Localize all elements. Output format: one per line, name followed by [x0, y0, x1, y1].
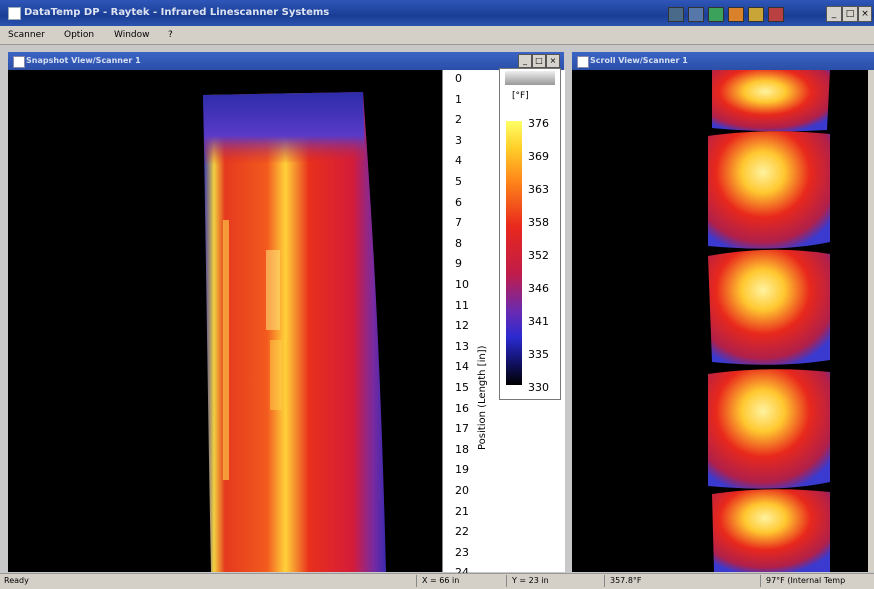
- position-tick-label: 6: [455, 195, 462, 209]
- position-tick-label: 10: [455, 278, 469, 291]
- color-scale-tick: 352: [528, 249, 549, 262]
- position-tick-label: 15: [455, 381, 469, 394]
- snapshot-view-icon: [13, 56, 25, 68]
- menu-window[interactable]: Window: [114, 30, 150, 40]
- position-tick-label: 3: [455, 133, 462, 147]
- title-bar: DataTemp DP - Raytek - Infrared Linescan…: [0, 0, 874, 26]
- maximize-button[interactable]: □: [842, 6, 858, 22]
- color-scale-tick: 330: [528, 381, 549, 394]
- color-scale-tick: 363: [528, 183, 549, 196]
- menu-help[interactable]: ?: [168, 30, 173, 40]
- menu-scanner[interactable]: Scanner: [8, 30, 45, 40]
- color-scale: [°F] 376 369 363 358 352 346 341 335 330: [499, 68, 561, 400]
- status-separator: [416, 575, 417, 587]
- position-tick-label: 0: [455, 72, 462, 85]
- snapshot-close-button[interactable]: ×: [546, 54, 560, 68]
- snapshot-view-title: Snapshot View/Scanner 1: [26, 56, 141, 65]
- color-scale-tick: 335: [528, 348, 549, 361]
- scroll-view-icon: [577, 56, 589, 68]
- color-scale-tick: 358: [528, 216, 549, 229]
- app-title: DataTemp DP - Raytek - Infrared Linescan…: [24, 7, 330, 18]
- scroll-view-titlebar: Scroll View/Scanner 1: [572, 52, 874, 70]
- position-tick-label: 13: [455, 339, 469, 353]
- position-tick-label: 2: [455, 113, 462, 127]
- menu-option[interactable]: Option: [64, 30, 95, 40]
- color-scale-gradient: [506, 121, 522, 385]
- position-tick-label: 18: [455, 442, 469, 456]
- toolbar-export-icon[interactable]: [708, 7, 724, 22]
- scroll-view-scrollbar[interactable]: [868, 70, 874, 572]
- position-tick-label: 20: [455, 484, 469, 497]
- status-y-readout: Y = 23 in: [512, 576, 549, 585]
- position-axis-title: Position (Length [in]): [477, 345, 488, 450]
- status-temp-readout: 357.8°F: [610, 576, 642, 585]
- position-tick-label: 23: [455, 545, 469, 559]
- thermal-scroll-canvas[interactable]: [572, 70, 868, 572]
- position-tick-label: 22: [455, 525, 469, 539]
- minimize-button[interactable]: _: [826, 6, 842, 22]
- position-tick-label: 19: [455, 463, 469, 477]
- toolbar-alarm-icon[interactable]: [768, 7, 784, 22]
- status-bar: Ready X = 66 in Y = 23 in 357.8°F 97°F (…: [0, 573, 874, 589]
- menu-bar: Scanner Option Window ?: [0, 26, 874, 45]
- position-tick-label: 5: [455, 175, 462, 188]
- position-tick-label: 9: [455, 257, 462, 271]
- color-scale-tick: 346: [528, 282, 549, 295]
- position-tick-label: 21: [455, 504, 469, 518]
- snapshot-view-titlebar: Snapshot View/Scanner 1 _ □ ×: [8, 52, 564, 70]
- close-button[interactable]: ×: [858, 6, 872, 22]
- app-icon: [8, 7, 21, 20]
- position-tick-label: 4: [455, 154, 462, 168]
- position-tick-label: 8: [455, 236, 462, 250]
- status-separator: [506, 575, 507, 587]
- position-tick-label: 1: [455, 92, 462, 106]
- toolbar-grid-icon[interactable]: [668, 7, 684, 22]
- color-scale-header: [505, 71, 555, 85]
- scroll-view-title: Scroll View/Scanner 1: [590, 56, 688, 65]
- status-mode: 97°F (Internal Temp: [766, 576, 846, 585]
- position-tick-label: 12: [455, 319, 469, 333]
- snapshot-maximize-button[interactable]: □: [532, 54, 546, 68]
- status-ready: Ready: [4, 576, 29, 585]
- position-tick-label: 16: [455, 401, 469, 415]
- color-scale-unit: [°F]: [512, 91, 529, 101]
- toolbar-palette-icon[interactable]: [728, 7, 744, 22]
- toolbar-settings-icon[interactable]: [748, 7, 764, 22]
- status-separator: [604, 575, 605, 587]
- thermal-snapshot-canvas[interactable]: [8, 70, 442, 572]
- position-tick-label: 11: [455, 298, 469, 312]
- color-scale-tick: 341: [528, 315, 549, 328]
- thermal-snapshot-image: [203, 92, 386, 572]
- position-tick-label: 17: [455, 422, 469, 436]
- thermal-scroll-image: [708, 70, 830, 572]
- position-tick-label: 14: [455, 360, 469, 374]
- color-scale-tick: 376: [528, 117, 549, 130]
- position-tick-label: 7: [455, 216, 462, 230]
- snapshot-minimize-button[interactable]: _: [518, 54, 532, 68]
- status-x-readout: X = 66 in: [422, 576, 460, 585]
- toolbar-monitor-icon[interactable]: [688, 7, 704, 22]
- status-separator: [760, 575, 761, 587]
- color-scale-tick: 369: [528, 150, 549, 163]
